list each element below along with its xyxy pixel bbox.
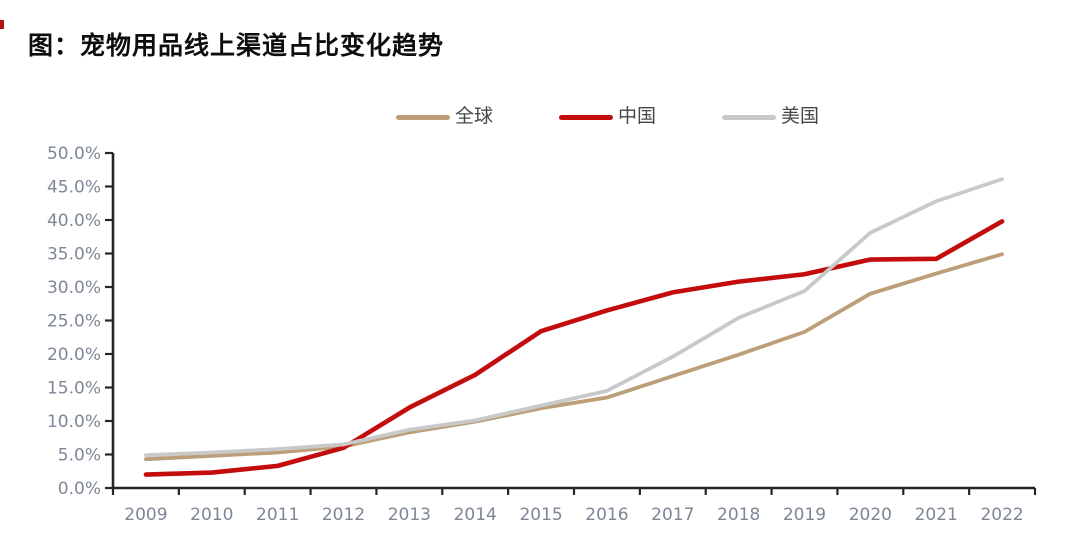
x-axis-tick-label: 2011: [256, 505, 299, 525]
y-axis-tick-label: 40.0%: [47, 211, 101, 231]
page-edge-mark: [0, 20, 4, 29]
x-axis-tick-label: 2016: [585, 505, 628, 525]
x-axis-tick-label: 2010: [190, 505, 233, 525]
x-axis-tick-label: 2013: [388, 505, 431, 525]
y-axis-tick-label: 45.0%: [47, 178, 101, 198]
legend-item-china: 中国: [559, 106, 656, 128]
chart-title: 图：宠物用品线上渠道占比变化趋势: [28, 33, 445, 60]
global-line-swatch-icon: [396, 114, 450, 120]
x-axis-tick-label: 2021: [915, 505, 958, 525]
china-line-swatch-icon: [559, 114, 614, 120]
y-axis-tick-label: 15.0%: [47, 379, 101, 399]
x-axis-tick-label: 2015: [519, 505, 562, 525]
x-axis-tick-label: 2020: [849, 505, 892, 525]
x-axis-tick-label: 2019: [783, 505, 826, 525]
series-line-中国: [143, 219, 1005, 477]
y-axis-tick-label: 0.0%: [58, 479, 101, 499]
chart-legend: 全球 中国 美国: [396, 106, 819, 128]
legend-item-us: 美国: [722, 106, 819, 128]
y-axis-tick-label: 20.0%: [47, 345, 101, 365]
y-axis-tick-label: 30.0%: [47, 278, 101, 298]
series-line-美国: [144, 177, 1004, 458]
y-axis-tick-label: 5.0%: [58, 446, 101, 466]
x-axis-tick-label: 2012: [322, 505, 365, 525]
y-axis-tick-label: 50.0%: [47, 144, 101, 164]
y-axis-tick-label: 35.0%: [47, 245, 101, 265]
legend-label-global: 全球: [455, 106, 494, 127]
y-axis-tick-label: 25.0%: [47, 312, 101, 332]
us-line-swatch-icon: [722, 114, 777, 120]
x-axis-tick-label: 2018: [717, 505, 760, 525]
legend-label-us: 美国: [781, 106, 820, 127]
x-axis-tick-label: 2014: [454, 505, 497, 525]
legend-item-global: 全球: [396, 106, 493, 128]
y-axis-tick-label: 10.0%: [47, 412, 101, 432]
x-axis-tick-label: 2009: [124, 505, 167, 525]
x-axis-tick-label: 2017: [651, 505, 694, 525]
legend-label-china: 中国: [618, 106, 657, 127]
series-line-全球: [144, 252, 1004, 462]
x-axis-tick-label: 2022: [980, 505, 1023, 525]
